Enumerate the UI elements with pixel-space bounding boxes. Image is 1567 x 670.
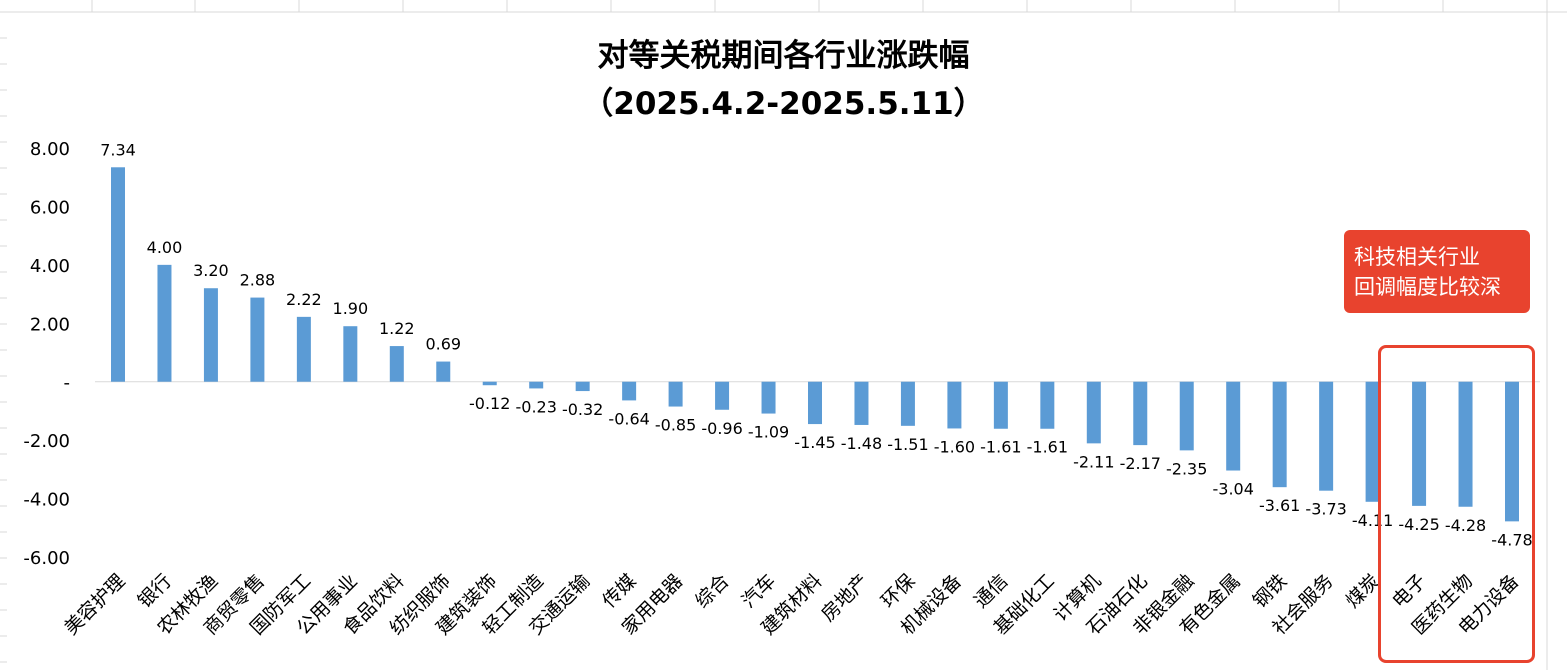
bar [1272, 381, 1287, 488]
value-label: -4.28 [1445, 516, 1486, 535]
value-label: -2.11 [1073, 452, 1114, 471]
bar [1458, 381, 1473, 507]
bar [389, 346, 404, 382]
bar [111, 167, 125, 382]
bar [1040, 381, 1055, 429]
bar [1412, 381, 1427, 506]
value-label: 7.34 [100, 140, 136, 159]
value-label: 2.88 [240, 271, 276, 290]
bar [622, 381, 637, 401]
value-label: 3.20 [193, 261, 229, 280]
category-labels-group: 美容护理 银行农林牧渔商贸零售国防军工公用事业食品饮料纺织服饰建筑装饰轻工制造交通… [60, 570, 1523, 639]
value-label: -0.23 [515, 397, 556, 416]
value-label: -0.96 [701, 419, 742, 438]
y-tick-label: 4.00 [30, 256, 70, 277]
y-tick-label: - [64, 373, 71, 394]
bar [296, 316, 311, 382]
value-label: -1.48 [841, 434, 882, 453]
bar [250, 297, 265, 382]
bar [1133, 381, 1148, 446]
chart-title: 对等关税期间各行业涨跌幅 [597, 38, 970, 74]
y-axis: 8.00 6.00 4.00 2.00 - -2.00 -4.00 -6.00 [23, 139, 70, 569]
value-label: -4.25 [1398, 515, 1439, 534]
bar [1226, 381, 1241, 471]
value-label: -4.11 [1352, 511, 1393, 530]
value-label: -3.61 [1259, 496, 1300, 515]
bar [157, 264, 172, 382]
bar [575, 381, 590, 392]
value-label: -1.45 [794, 433, 835, 452]
category-label: 综合 [691, 570, 733, 612]
value-label: -1.61 [980, 438, 1021, 457]
value-label: 4.00 [147, 238, 183, 257]
y-tick-label: 8.00 [30, 139, 70, 160]
y-tick-label: -2.00 [23, 431, 70, 452]
bar [808, 381, 822, 425]
annotation-callout: 科技相关行业 回调幅度比较深 [1344, 230, 1530, 313]
y-tick-label: 2.00 [30, 314, 70, 335]
category-label: 美容护理 [60, 570, 129, 639]
y-tick-label: 6.00 [30, 197, 70, 218]
bar [947, 381, 962, 429]
value-label: -0.85 [655, 416, 696, 435]
value-label: -1.60 [934, 437, 975, 456]
bar [343, 326, 358, 382]
bar [1179, 381, 1194, 451]
bar [1319, 381, 1334, 491]
bar [436, 361, 451, 382]
value-labels-group: 7.34 4.00 3.20 2.88 2.22 1.90 1.22 0.69 -0.12 -0.… [100, 140, 1533, 549]
bar [1505, 381, 1519, 522]
value-label: 1.22 [379, 319, 415, 338]
bar [668, 381, 683, 407]
value-label: -0.64 [608, 409, 649, 428]
y-tick-label: -4.00 [23, 490, 70, 511]
value-label: -0.12 [469, 394, 510, 413]
value-label: -4.78 [1491, 530, 1532, 549]
value-label: -1.61 [1027, 438, 1068, 457]
value-label: 2.22 [286, 290, 322, 309]
bars-group [111, 167, 1519, 522]
chart-subtitle: （2025.4.2-2025.5.11） [582, 86, 985, 122]
bar [482, 381, 497, 386]
bar [715, 381, 730, 410]
highlight-box [1378, 345, 1535, 663]
value-label: -3.73 [1305, 500, 1346, 519]
annotation-line-2: 回调幅度比较深 [1354, 275, 1501, 299]
value-label: -0.32 [562, 400, 603, 419]
value-label: -1.09 [748, 423, 789, 442]
bar [1086, 381, 1101, 444]
value-label: -3.04 [1212, 480, 1253, 499]
bar [993, 381, 1008, 429]
value-label: 0.69 [425, 335, 461, 354]
bar [854, 381, 869, 425]
y-tick-label: -6.00 [23, 548, 70, 569]
value-label: -1.51 [887, 435, 928, 454]
annotation-line-1: 科技相关行业 [1354, 245, 1480, 269]
value-label: -2.17 [1120, 454, 1161, 473]
value-label: -2.35 [1166, 459, 1207, 478]
bar [1365, 381, 1380, 502]
bar [529, 381, 544, 389]
bar [900, 381, 915, 426]
category-label: 房地产 [817, 570, 873, 626]
value-label: 1.90 [333, 299, 369, 318]
bar [203, 288, 218, 382]
bar [761, 381, 776, 414]
